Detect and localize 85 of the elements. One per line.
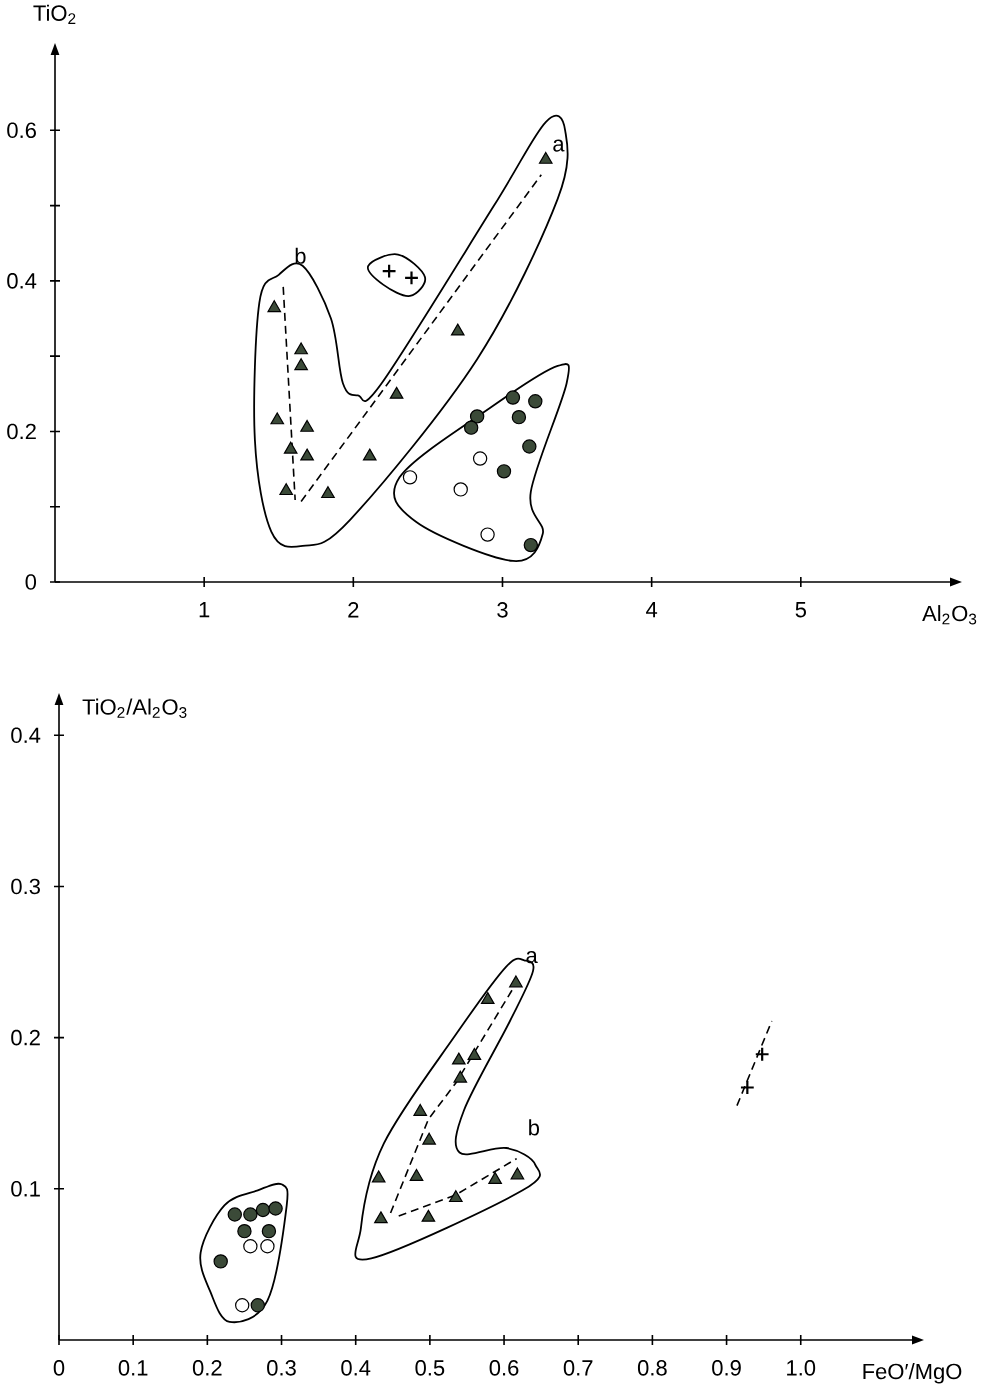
point: [523, 537, 539, 553]
point: [279, 483, 294, 496]
point: [268, 1201, 283, 1216]
point: [754, 1046, 770, 1062]
point: [294, 342, 308, 355]
point: [237, 1223, 252, 1239]
y-tick-label: 0: [25, 574, 37, 590]
point: [255, 1202, 271, 1218]
x-tick-label: 0.7: [563, 1360, 593, 1376]
point: [267, 300, 282, 313]
point: [371, 1170, 386, 1183]
x-tick-label: 1: [199, 602, 210, 618]
point: [283, 441, 298, 454]
y-tick-label: 0.1: [11, 1181, 40, 1197]
point: [449, 1190, 463, 1203]
point: [300, 419, 314, 432]
annotation: a: [553, 139, 565, 152]
point: [528, 394, 543, 409]
point: [235, 1298, 250, 1313]
annotation: a: [526, 951, 538, 964]
point: [505, 390, 521, 405]
y-tick-label: 0.6: [7, 122, 36, 139]
x-tick-label: 0: [53, 1360, 65, 1376]
point: [467, 1047, 482, 1060]
point: [739, 1080, 755, 1096]
x-tick-label: 0.1: [118, 1360, 148, 1376]
point: [469, 409, 485, 424]
x-tick-label: 2: [348, 602, 359, 618]
point: [270, 412, 285, 425]
point: [463, 420, 479, 435]
point: [243, 1207, 258, 1222]
x-tick-label: 0.4: [341, 1360, 371, 1376]
annotation: b: [529, 1119, 540, 1136]
y-axis-title: TiO$_{2}$: [33, 4, 76, 24]
point: [300, 448, 314, 461]
point: [538, 151, 553, 164]
point: [453, 482, 468, 497]
point: [488, 1171, 502, 1184]
x-tick-label: 1.0: [787, 1360, 816, 1376]
point: [451, 1052, 466, 1065]
point: [480, 992, 495, 1005]
point: [243, 1239, 258, 1254]
point: [250, 1298, 265, 1313]
point: [509, 975, 523, 988]
x-tick-label: 4: [646, 602, 658, 618]
point: [213, 1254, 228, 1269]
x-tick-label: 3: [497, 602, 508, 618]
y-tick-label: 0.2: [11, 1029, 40, 1046]
x-axis-title: Al$_{2}$O$_{3}$: [922, 605, 977, 625]
x-tick-label: 0.6: [489, 1360, 519, 1376]
point: [389, 386, 404, 399]
point: [422, 1132, 436, 1145]
point: [409, 1168, 424, 1181]
y-tick-label: 0.2: [7, 423, 36, 440]
annotation: b: [295, 247, 306, 264]
point: [450, 323, 465, 336]
point: [510, 1167, 525, 1180]
x-tick-label: 0.3: [267, 1360, 296, 1376]
y-axis-title: TiO$_{2}$/Al$_{2}$O$_{3}$: [82, 698, 187, 718]
point: [374, 1211, 388, 1224]
point: [294, 358, 308, 371]
point: [362, 448, 377, 461]
point: [404, 270, 419, 286]
point: [472, 451, 488, 466]
point: [227, 1207, 242, 1222]
point: [511, 409, 527, 425]
point: [453, 1070, 468, 1083]
point: [413, 1103, 428, 1116]
x-tick-label: 0.8: [637, 1360, 667, 1376]
y-tick-label: 0.4: [7, 273, 37, 289]
point: [321, 486, 335, 499]
point: [480, 527, 495, 542]
y-tick-label: 0.3: [11, 878, 40, 895]
y-tick-label: 0.4: [11, 727, 41, 744]
x-tick-label: 0.9: [712, 1360, 741, 1376]
point: [261, 1223, 277, 1239]
x-axis-title: FeO′/MgO: [863, 1363, 962, 1384]
point: [421, 1209, 436, 1222]
point: [402, 470, 418, 485]
point: [260, 1239, 275, 1254]
point: [522, 439, 537, 454]
x-tick-label: 5: [795, 602, 806, 618]
point: [496, 464, 512, 479]
x-tick-label: 0.2: [192, 1360, 222, 1376]
x-tick-label: 0.5: [415, 1360, 445, 1376]
